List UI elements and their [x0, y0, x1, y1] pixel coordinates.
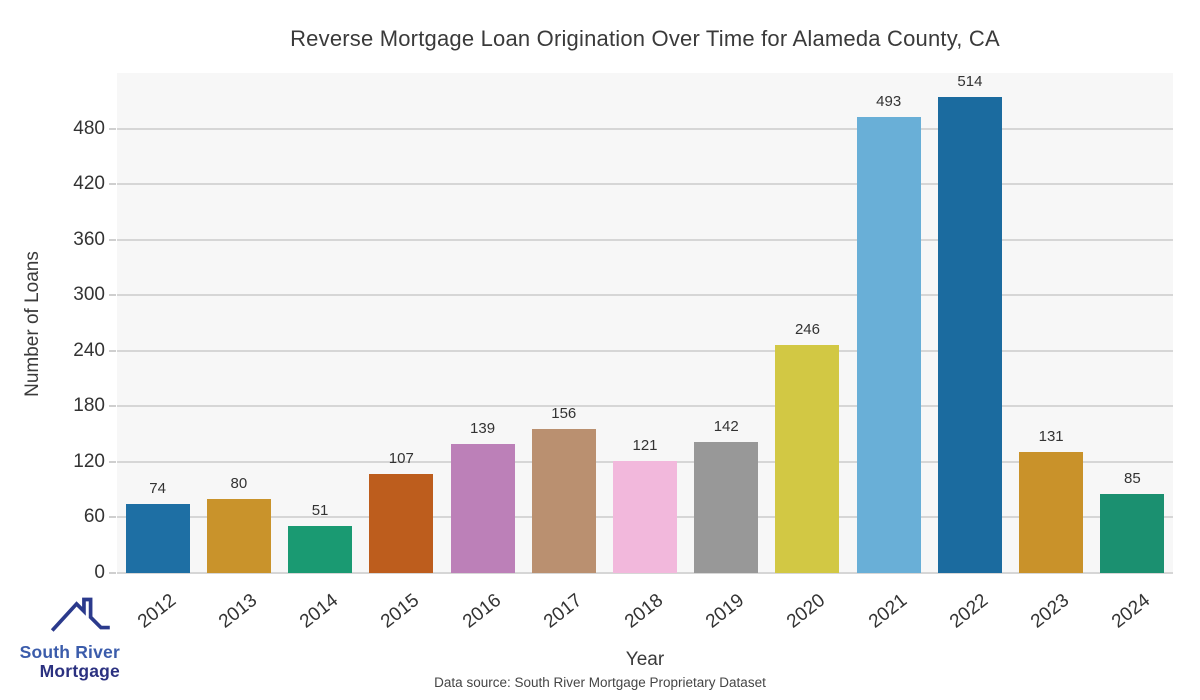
bar-value-label-2024: 85 — [1124, 470, 1141, 488]
x-tick-label-2016: 2016 — [458, 589, 505, 633]
y-tick-label-0: 0 — [94, 562, 105, 583]
y-tick-mark — [109, 516, 116, 519]
bar-value-label-2018: 121 — [632, 436, 658, 454]
x-tick-label-2023: 2023 — [1027, 589, 1074, 633]
y-tick-label-60: 60 — [83, 506, 105, 528]
gridline-y-420 — [117, 183, 1173, 186]
x-tick-label-2019: 2019 — [702, 589, 749, 633]
bar-2016 — [450, 444, 515, 573]
y-tick-mark — [109, 294, 116, 297]
y-tick-label-240: 240 — [73, 339, 105, 361]
bar-value-label-2021: 493 — [876, 92, 902, 110]
bar-2024 — [1100, 494, 1165, 573]
x-tick-label-2013: 2013 — [214, 589, 262, 633]
y-tick-label-180: 180 — [73, 395, 105, 417]
plot-area: 74 80 51 107 139 156 121 142 246 493 514 131 85 — [117, 73, 1173, 574]
y-tick-mark — [109, 405, 116, 408]
bar-2017 — [531, 428, 596, 573]
y-axis-title: Number of Loans — [22, 251, 43, 397]
y-tick-label-360: 360 — [73, 228, 105, 250]
x-tick-label-2014: 2014 — [296, 589, 343, 633]
y-tick-mark — [109, 572, 116, 574]
x-tick-label-2015: 2015 — [377, 589, 424, 633]
x-axis-title: Year — [625, 649, 665, 670]
bar-value-label-2020: 246 — [794, 321, 820, 339]
bar-value-label-2012: 74 — [149, 480, 166, 498]
x-tick-label-2024: 2024 — [1108, 589, 1155, 633]
gridline-y-480 — [117, 127, 1173, 130]
gridline-y-180 — [117, 405, 1173, 408]
bar-2023 — [1019, 451, 1084, 573]
logo-text-mortgage: Mortgage — [39, 661, 120, 681]
data-source-caption: Data source: South River Mortgage Propri… — [434, 675, 766, 690]
x-tick-label-2022: 2022 — [945, 589, 993, 633]
bar-value-label-2015: 107 — [388, 449, 414, 467]
bar-2013 — [206, 498, 271, 573]
gridline-y-360 — [117, 238, 1173, 241]
x-tick-label-2021: 2021 — [864, 589, 911, 633]
bar-2014 — [288, 525, 353, 573]
bar-value-label-2013: 80 — [230, 474, 248, 492]
bar-2015 — [369, 473, 434, 573]
bar-2018 — [613, 460, 677, 573]
bar-2020 — [775, 345, 840, 573]
bar-value-label-2016: 139 — [470, 420, 496, 438]
x-tick-label-2020: 2020 — [783, 589, 830, 633]
y-tick-label-120: 120 — [73, 450, 105, 472]
y-tick-mark — [109, 460, 116, 463]
y-tick-mark — [109, 349, 116, 352]
y-tick-label-420: 420 — [73, 173, 105, 195]
x-tick-label-2018: 2018 — [620, 589, 668, 633]
bar-2022 — [937, 97, 1002, 573]
house-roof-icon — [50, 597, 110, 632]
x-tick-label-2017: 2017 — [539, 589, 586, 633]
bar-value-label-2019: 142 — [713, 417, 739, 435]
bar-value-label-2017: 156 — [551, 404, 577, 422]
y-tick-mark — [109, 238, 116, 241]
y-tick-mark — [109, 183, 116, 186]
bar-2012 — [125, 504, 190, 573]
bar-value-label-2022: 514 — [957, 73, 983, 91]
y-tick-label-480: 480 — [73, 117, 105, 139]
bar-value-label-2023: 131 — [1038, 427, 1064, 445]
chart-title: Reverse Mortgage Loan Origination Over T… — [290, 26, 1000, 51]
y-tick-label-300: 300 — [73, 284, 105, 306]
south-river-mortgage-logo: South River Mortgage — [16, 590, 136, 690]
y-tick-mark — [109, 127, 116, 130]
bar-2019 — [694, 441, 759, 573]
gridline-y-300 — [117, 294, 1173, 297]
logo-text-south-river: South River — [19, 642, 120, 662]
gridline-y-0 — [117, 572, 1173, 574]
bar-value-label-2014: 51 — [311, 501, 329, 519]
gridline-y-240 — [117, 349, 1173, 352]
bar-2021 — [856, 116, 921, 573]
